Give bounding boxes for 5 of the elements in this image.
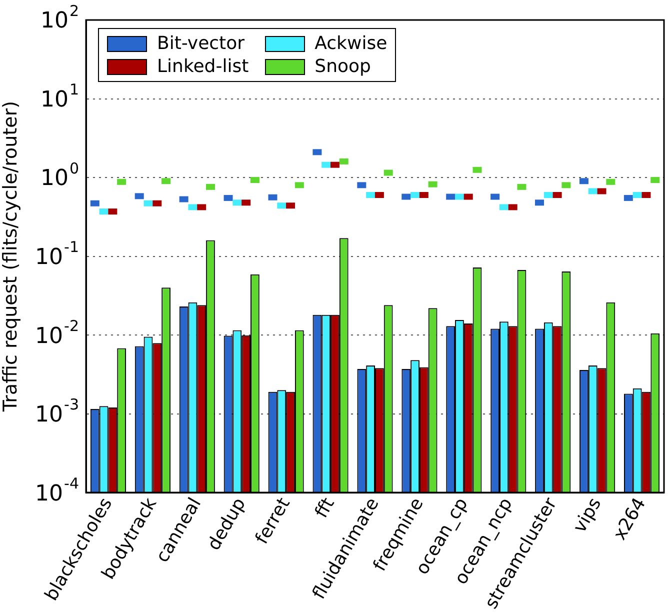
legend-label: Snoop	[314, 56, 371, 77]
legend-label: Bit-vector	[157, 33, 245, 54]
legend-label: Ackwise	[314, 33, 388, 54]
y-axis-title: Traffic request (flits/cycle/router)	[0, 100, 22, 413]
legend-label: Linked-list	[157, 56, 249, 77]
